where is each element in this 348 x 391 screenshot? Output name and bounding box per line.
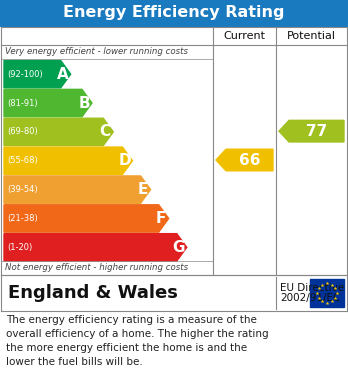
Bar (1, 275, 347, 311)
Text: The energy efficiency rating is a measure of the
overall efficiency of a home. T: The energy efficiency rating is a measur… (6, 315, 269, 367)
Text: (55-68): (55-68) (7, 156, 38, 165)
Bar (0, 0, 348, 26)
Text: (69-80): (69-80) (7, 127, 38, 136)
Text: (81-91): (81-91) (7, 99, 38, 108)
Text: D: D (118, 153, 131, 168)
Text: G: G (173, 240, 185, 255)
Text: B: B (78, 95, 90, 111)
Text: E: E (137, 182, 148, 197)
Polygon shape (4, 118, 113, 145)
Text: 2002/91/EC: 2002/91/EC (280, 293, 340, 303)
Polygon shape (279, 120, 344, 142)
Text: Potential: Potential (287, 31, 336, 41)
Text: (92-100): (92-100) (7, 70, 43, 79)
Text: A: A (57, 67, 69, 82)
Text: 66: 66 (239, 152, 260, 167)
Text: (21-38): (21-38) (7, 214, 38, 223)
Text: (1-20): (1-20) (7, 243, 32, 252)
Bar (310, 279, 344, 307)
Text: (39-54): (39-54) (7, 185, 38, 194)
Text: C: C (100, 124, 111, 140)
Text: 77: 77 (306, 124, 327, 139)
Text: Energy Efficiency Rating: Energy Efficiency Rating (63, 5, 285, 20)
Polygon shape (4, 61, 71, 88)
Text: Not energy efficient - higher running costs: Not energy efficient - higher running co… (5, 264, 188, 273)
Bar (1, 27, 347, 275)
Polygon shape (4, 90, 92, 117)
Polygon shape (4, 176, 151, 203)
Polygon shape (216, 149, 273, 171)
Text: Current: Current (223, 31, 266, 41)
Text: Very energy efficient - lower running costs: Very energy efficient - lower running co… (5, 47, 188, 57)
Text: F: F (156, 211, 166, 226)
Polygon shape (4, 234, 187, 261)
Text: EU Directive: EU Directive (280, 283, 344, 292)
Text: England & Wales: England & Wales (8, 284, 178, 302)
Polygon shape (4, 147, 133, 174)
Polygon shape (4, 205, 169, 232)
